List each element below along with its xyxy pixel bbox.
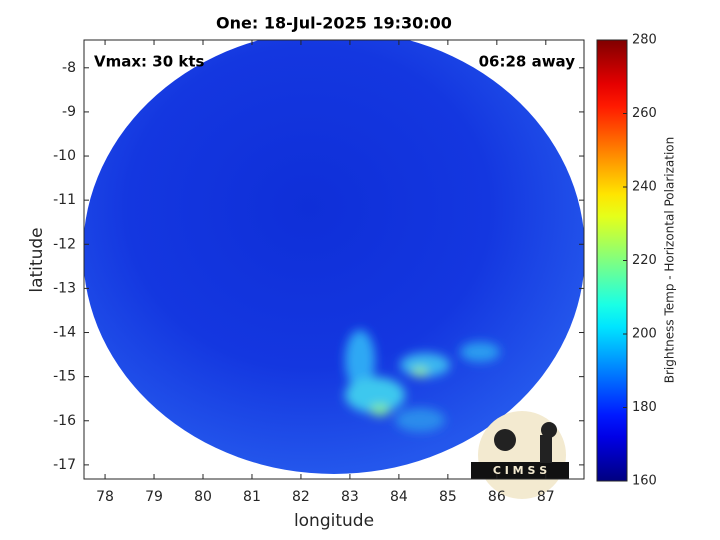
- colorbar-tick-label: 160: [632, 474, 657, 489]
- y-tick-label: -17: [53, 457, 76, 473]
- logo: C I M S S: [471, 411, 569, 499]
- x-tick-label: 84: [390, 489, 408, 505]
- y-tick-label: -8: [62, 60, 76, 76]
- swath-image: [84, 40, 584, 474]
- y-tick-label: -11: [53, 192, 76, 208]
- x-tick-label: 82: [292, 489, 310, 505]
- colorbar-tick-label: 280: [632, 33, 657, 48]
- x-tick-label: 83: [341, 489, 359, 505]
- y-axis-label: latitude: [27, 227, 47, 292]
- x-tick-label: 80: [194, 489, 212, 505]
- colorbar-tick-label: 240: [632, 180, 657, 195]
- x-tick-label: 85: [439, 489, 457, 505]
- y-tick-label: -14: [53, 325, 76, 341]
- colorbar-tick-label: 200: [632, 327, 657, 342]
- y-tick-label: -15: [53, 369, 76, 385]
- x-axis-label: longitude: [294, 511, 374, 531]
- annotation: Vmax: 30 kts: [94, 53, 204, 71]
- colorbar-label: Brightness Temp - Horizontal Polarizatio…: [663, 137, 677, 384]
- y-tick-label: -12: [53, 236, 76, 252]
- x-tick-label: 78: [96, 489, 114, 505]
- colorbar-tick-label: 220: [632, 253, 657, 268]
- y-tick-label: -13: [53, 280, 76, 296]
- y-tick-label: -9: [62, 104, 76, 120]
- chart-title: One: 18-Jul-2025 19:30:00: [216, 14, 452, 33]
- y-tick-label: -16: [53, 413, 76, 429]
- plot-frame: [83, 39, 585, 480]
- logo-text: C I M S S: [493, 464, 547, 477]
- x-tick-label: 87: [537, 489, 555, 505]
- y-tick-label: -10: [53, 148, 76, 164]
- annotation: 06:28 away: [479, 53, 576, 71]
- colorbar-tick-label: 260: [632, 106, 657, 121]
- colorbar: [596, 39, 628, 482]
- colorbar-tick-label: 180: [632, 400, 657, 415]
- x-tick-label: 81: [243, 489, 261, 505]
- x-tick-label: 79: [145, 489, 163, 505]
- x-tick-label: 86: [488, 489, 506, 505]
